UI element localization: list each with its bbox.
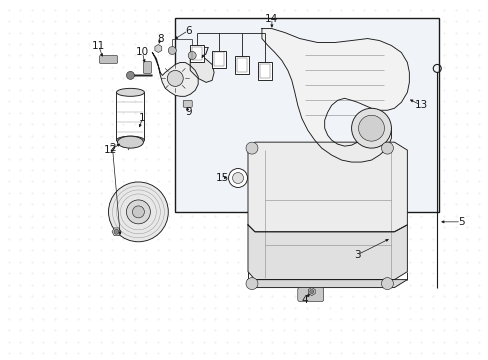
Circle shape [168,46,176,54]
Circle shape [358,115,384,141]
Circle shape [188,51,196,59]
Text: 9: 9 [184,107,191,117]
FancyBboxPatch shape [183,100,192,107]
Polygon shape [247,142,407,232]
Text: 5: 5 [457,217,464,227]
Bar [237,58,246,72]
Circle shape [245,278,258,289]
Text: 15: 15 [215,173,228,183]
Text: 3: 3 [353,250,360,260]
Text: 14: 14 [264,14,278,24]
Bar [260,64,269,78]
Circle shape [351,108,390,148]
Bar [258,62,271,80]
Polygon shape [152,53,198,96]
Text: 1: 1 [139,113,145,123]
Text: 11: 11 [92,41,105,50]
Circle shape [108,182,168,242]
Text: 6: 6 [184,26,191,36]
Circle shape [114,229,119,234]
Ellipse shape [116,136,144,144]
Text: 8: 8 [157,33,163,44]
Ellipse shape [117,136,143,148]
Circle shape [126,200,150,224]
Circle shape [381,142,393,154]
Bar [175,18,438,212]
Circle shape [309,289,313,293]
Text: 10: 10 [136,48,149,58]
Text: 2: 2 [109,143,116,153]
Bar [235,57,248,75]
Bar [212,50,225,68]
Circle shape [245,142,258,154]
Polygon shape [247,280,407,288]
Polygon shape [262,28,408,162]
Ellipse shape [116,88,144,96]
Circle shape [232,172,243,184]
Polygon shape [247,225,407,280]
Circle shape [132,206,144,218]
Circle shape [228,168,247,188]
FancyBboxPatch shape [100,55,117,63]
FancyBboxPatch shape [297,288,323,302]
Text: 13: 13 [414,100,427,110]
Circle shape [167,71,183,86]
Bar [192,46,202,60]
Text: 7: 7 [202,48,208,58]
Bar [214,53,224,67]
Text: 4: 4 [301,294,307,305]
Circle shape [381,278,393,289]
FancyBboxPatch shape [143,62,151,73]
Circle shape [126,71,134,80]
Polygon shape [190,58,214,82]
Bar [190,45,203,62]
Text: 12: 12 [103,145,117,155]
